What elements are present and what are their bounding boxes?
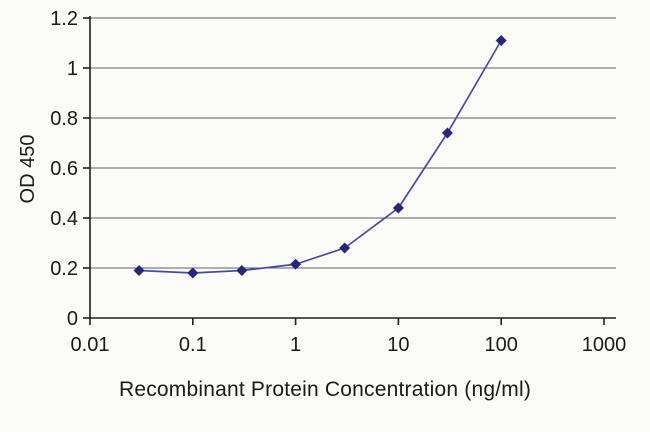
y-tick-label: 0 <box>67 308 78 330</box>
data-point-marker <box>187 267 199 279</box>
y-tick-label: 1 <box>67 58 78 80</box>
y-tick-label: 0.6 <box>50 158 78 180</box>
data-point-marker <box>236 265 248 276</box>
data-point-marker <box>290 258 302 270</box>
x-tick-label: 10 <box>387 334 409 356</box>
data-point-marker <box>495 35 507 46</box>
x-axis-title: Recombinant Protein Concentration (ng/ml… <box>118 378 532 401</box>
y-axis-title: OD 450 <box>17 134 39 204</box>
y-tick-label: 0.8 <box>50 108 78 130</box>
x-tick-labels: 0.01 0.1 1 10 100 1000 <box>71 318 627 356</box>
y-tick-labels: 0 0.2 0.4 0.6 0.8 1 1.2 <box>50 8 90 330</box>
x-tick-label: 1 <box>290 334 301 356</box>
x-tick-label: 0.1 <box>179 334 207 356</box>
data-series <box>133 35 507 279</box>
data-point-marker <box>133 265 145 276</box>
data-point-marker <box>339 242 351 254</box>
data-point-marker <box>392 202 404 214</box>
y-tick-label: 0.4 <box>50 208 78 230</box>
series-line <box>139 40 502 274</box>
x-tick-label: 100 <box>485 334 518 356</box>
x-tick-label: 0.01 <box>71 334 110 356</box>
y-tick-label: 0.2 <box>50 258 78 280</box>
data-point-marker <box>441 127 453 139</box>
gridlines <box>90 17 616 269</box>
x-tick-label: 1000 <box>582 334 627 356</box>
y-tick-label: 1.2 <box>50 8 78 30</box>
